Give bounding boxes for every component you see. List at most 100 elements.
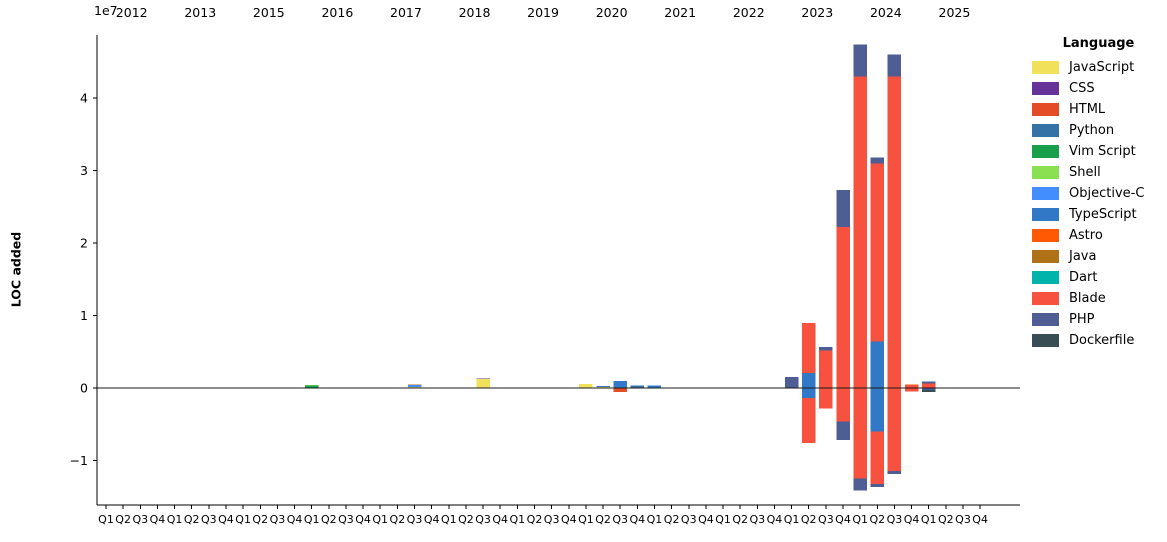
quarter-tick-label: Q4 (218, 513, 234, 526)
year-label: 2023 (801, 5, 833, 20)
y-tick-label: 3 (80, 163, 88, 178)
legend-label: Objective-C (1069, 186, 1145, 201)
quarter-tick-label: Q3 (612, 513, 628, 526)
quarter-tick-label: Q2 (527, 513, 543, 526)
quarter-tick-label: Q3 (749, 513, 765, 526)
bar-segment (819, 346, 833, 351)
legend-swatch (1032, 82, 1059, 95)
legend-label: TypeScript (1069, 207, 1137, 222)
bar-segment (836, 421, 850, 440)
quarter-tick-label: Q1 (510, 513, 526, 526)
y-axis-title: LOC added (8, 231, 24, 308)
quarter-tick-label: Q2 (938, 513, 954, 526)
bar-segment (921, 388, 936, 391)
quarter-tick-label: Q2 (458, 513, 474, 526)
bar-segment (836, 190, 850, 228)
quarter-tick-label: Q3 (407, 513, 423, 526)
legend-label: Java (1069, 249, 1097, 264)
bar-segment (870, 484, 885, 487)
legend-title: Language (1062, 36, 1135, 51)
quarter-tick-label: Q3 (544, 513, 560, 526)
quarter-tick-label: Q1 (441, 513, 457, 526)
year-label: 2015 (253, 5, 285, 20)
legend-swatch (1032, 166, 1059, 179)
bar-segment (921, 381, 936, 384)
quarter-tick-label: Q1 (372, 513, 388, 526)
legend-item: CSS (1030, 78, 1167, 99)
quarter-tick-label: Q3 (955, 513, 971, 526)
bar-segment (921, 390, 936, 392)
year-label: 2017 (390, 5, 422, 20)
bar-segment (870, 163, 885, 342)
bar-segment (921, 383, 936, 388)
bar-segment (819, 388, 833, 409)
bar-segment (647, 385, 662, 388)
legend-item: JavaScript (1030, 57, 1167, 78)
quarter-tick-label: Q1 (784, 513, 800, 526)
legend-label: Dockerfile (1069, 333, 1135, 348)
quarter-tick-label: Q2 (321, 513, 337, 526)
bar-segment (801, 398, 816, 444)
year-label: 2016 (321, 5, 353, 20)
quarter-tick-label: Q3 (201, 513, 217, 526)
quarter-tick-label: Q1 (715, 513, 731, 526)
legend-item: HTML (1030, 99, 1167, 120)
y-tick-label: 0 (80, 381, 88, 396)
quarter-tick-label: Q4 (904, 513, 920, 526)
quarter-tick-label: Q4 (630, 513, 646, 526)
quarter-tick-label: Q1 (167, 513, 183, 526)
bar-segment (904, 388, 919, 392)
quarter-tick-label: Q1 (921, 513, 937, 526)
bar-segment (304, 385, 319, 388)
quarter-tick-label: Q2 (184, 513, 200, 526)
quarter-tick-label: Q1 (304, 513, 320, 526)
bar-segment (853, 44, 867, 77)
legend-swatch (1032, 292, 1059, 305)
legend-label: Blade (1069, 291, 1106, 306)
quarter-tick-label: Q3 (132, 513, 148, 526)
quarter-tick-label: Q4 (150, 513, 166, 526)
legend-swatch (1032, 229, 1059, 242)
bar-segment (801, 388, 816, 399)
bar-segment (853, 76, 867, 388)
bar-segment (853, 478, 867, 491)
bar-segment (887, 54, 902, 77)
bar-segment (801, 372, 816, 388)
bar-segment (887, 471, 902, 474)
quarter-tick-label: Q4 (835, 513, 851, 526)
bar-segment (836, 227, 850, 388)
quarter-tick-label: Q2 (869, 513, 885, 526)
bar-segment (836, 388, 850, 422)
quarter-tick-label: Q1 (235, 513, 251, 526)
legend-swatch (1032, 313, 1059, 326)
bar-segment (613, 380, 627, 388)
legend-item: Astro (1030, 225, 1167, 246)
quarter-tick-label: Q2 (732, 513, 748, 526)
quarter-tick-label: Q1 (578, 513, 594, 526)
year-label: 2019 (527, 5, 559, 20)
quarter-tick-label: Q4 (355, 513, 371, 526)
quarter-tick-label: Q2 (115, 513, 131, 526)
quarter-tick-label: Q3 (887, 513, 903, 526)
legend-label: JavaScript (1069, 60, 1135, 75)
quarter-tick-label: Q4 (972, 513, 988, 526)
legend-label: Astro (1069, 228, 1103, 243)
quarter-tick-label: Q2 (801, 513, 817, 526)
legend-swatch (1032, 124, 1059, 137)
bar-segment (407, 386, 422, 388)
legend-item: Vim Script (1030, 141, 1167, 162)
legend-swatch (1032, 187, 1059, 200)
bar-segment (887, 388, 902, 472)
y-tick-label: 1 (80, 308, 88, 323)
year-label: 2013 (184, 5, 216, 20)
legend-item: Objective-C (1030, 183, 1167, 204)
quarter-tick-label: Q3 (270, 513, 286, 526)
legend: Language JavaScript CSS HTML Python Vim Scri… (1030, 36, 1167, 351)
legend-item: Python (1030, 120, 1167, 141)
legend-label: PHP (1069, 312, 1095, 327)
year-label: 2025 (939, 5, 971, 20)
legend-swatch (1032, 271, 1059, 284)
bar-segment (784, 376, 799, 388)
